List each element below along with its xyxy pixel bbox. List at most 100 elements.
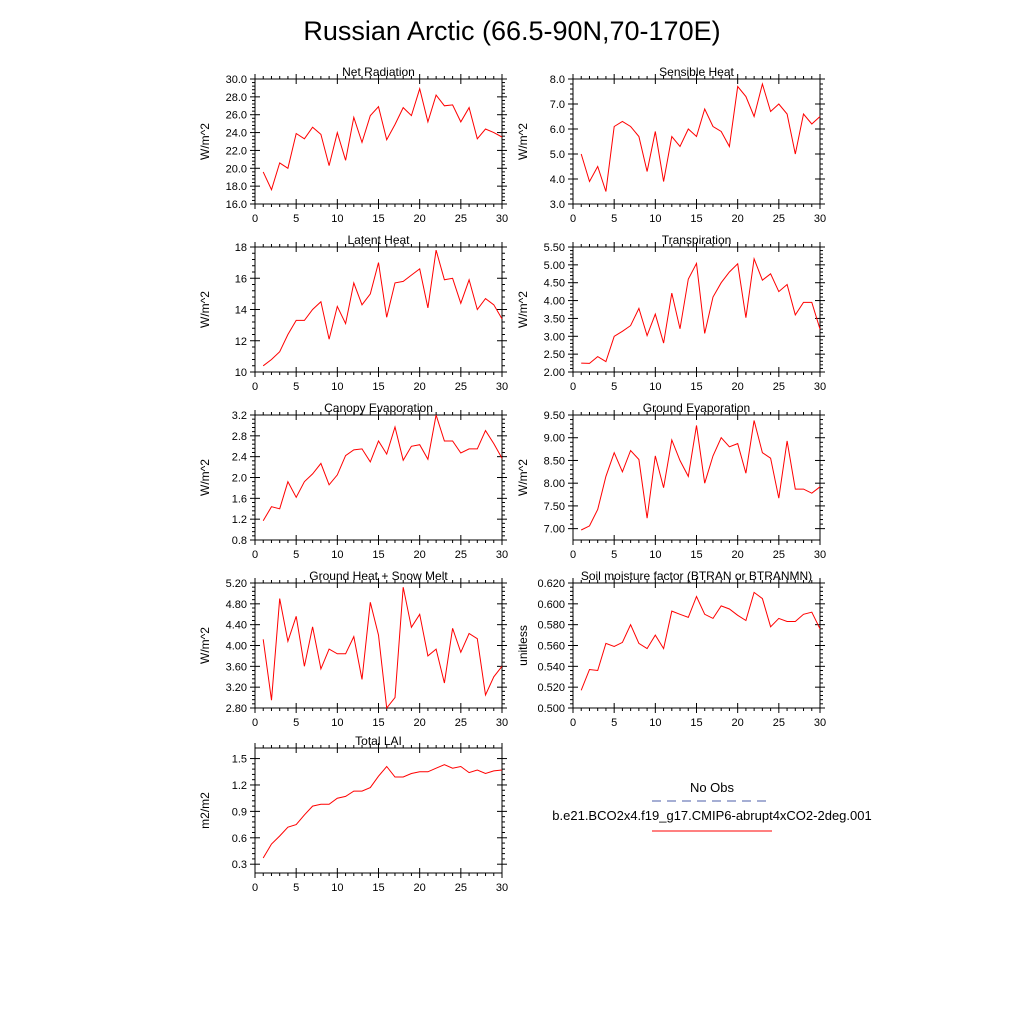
y-tick-label: 16.0 (226, 199, 247, 211)
x-tick-label: 15 (690, 381, 702, 393)
x-tick-label: 30 (496, 213, 508, 225)
x-tick-label: 0 (570, 381, 576, 393)
panel-title: Total LAI (355, 734, 402, 748)
x-tick-label: 30 (814, 381, 826, 393)
chart-panel: Canopy Evaporation W/m^2 0 5 10 15 20 25 30 0.8 1.… (198, 401, 508, 561)
x-tick-label: 30 (496, 717, 508, 729)
x-tick-label: 20 (732, 381, 744, 393)
legend-obs-label: No Obs (690, 780, 735, 795)
x-tick-label: 20 (732, 549, 744, 561)
figure-title: Russian Arctic (66.5-90N,70-170E) (303, 16, 720, 46)
x-tick-label: 0 (570, 717, 576, 729)
y-tick-label: 16 (235, 273, 247, 285)
y-tick-label: 30.0 (226, 74, 247, 86)
y-tick-label: 3.20 (226, 682, 247, 694)
x-tick-label: 10 (649, 213, 661, 225)
x-tick-label: 15 (690, 717, 702, 729)
y-tick-label: 3.2 (232, 410, 247, 422)
y-tick-label: 0.620 (537, 578, 565, 590)
x-tick-label: 25 (773, 213, 785, 225)
y-tick-label: 7.0 (550, 99, 565, 111)
y-tick-label: 3.50 (544, 313, 565, 325)
panel-title: Canopy Evaporation (324, 401, 433, 415)
y-tick-label: 8.50 (544, 455, 565, 467)
y-tick-label: 4.0 (550, 174, 565, 186)
y-tick-label: 0.560 (537, 641, 565, 653)
x-tick-label: 5 (293, 882, 299, 894)
y-tick-label: 0.500 (537, 703, 565, 715)
series-line (580, 420, 821, 531)
x-tick-label: 5 (611, 549, 617, 561)
y-axis-label: W/m^2 (198, 291, 212, 328)
x-tick-label: 30 (496, 882, 508, 894)
y-tick-label: 1.5 (232, 754, 247, 766)
series-line (262, 764, 503, 859)
x-tick-label: 30 (496, 549, 508, 561)
plot-frame (572, 78, 821, 205)
x-tick-label: 25 (773, 549, 785, 561)
y-tick-label: 0.600 (537, 599, 565, 611)
series-line (262, 249, 503, 367)
series-line (262, 587, 503, 710)
y-tick-label: 9.00 (544, 433, 565, 445)
y-tick-label: 18 (235, 242, 247, 254)
y-tick-label: 0.3 (232, 859, 247, 871)
x-tick-label: 10 (331, 381, 343, 393)
y-tick-label: 1.6 (232, 493, 247, 505)
y-tick-label: 3.0 (550, 199, 565, 211)
x-tick-label: 20 (414, 549, 426, 561)
x-tick-label: 15 (372, 213, 384, 225)
x-tick-label: 10 (649, 381, 661, 393)
plot-frame (572, 582, 821, 709)
y-tick-label: 12 (235, 336, 247, 348)
chart-panel: Sensible Heat W/m^2 0 5 10 15 20 25 30 3.0 4.0 5.0 6… (516, 65, 826, 225)
x-tick-label: 0 (252, 549, 258, 561)
y-axis-label: unitless (516, 625, 530, 666)
x-tick-label: 25 (455, 882, 467, 894)
y-tick-label: 6.0 (550, 124, 565, 136)
panel-title: Ground Evaporation (643, 401, 750, 415)
series-line (581, 256, 821, 364)
y-tick-label: 7.50 (544, 501, 565, 513)
plot-frame (254, 582, 503, 709)
x-tick-label: 25 (455, 213, 467, 225)
y-tick-label: 0.520 (537, 682, 565, 694)
y-tick-label: 26.0 (226, 110, 247, 122)
x-tick-label: 30 (814, 549, 826, 561)
y-tick-label: 5.0 (550, 149, 565, 161)
x-tick-label: 0 (252, 381, 258, 393)
x-tick-label: 5 (611, 381, 617, 393)
y-tick-label: 5.50 (544, 242, 565, 254)
panel-title: Soil moisture factor (BTRAN or BTRANMN) (581, 569, 812, 583)
y-tick-label: 28.0 (226, 92, 247, 104)
plot-frame (572, 414, 821, 541)
y-tick-label: 24.0 (226, 128, 247, 140)
legend: No Obs b.e21.BCO2x4.f19_g17.CMIP6-abrupt… (552, 780, 872, 832)
panel-title: Net Radiation (342, 65, 415, 79)
x-tick-label: 25 (455, 381, 467, 393)
x-tick-label: 20 (732, 717, 744, 729)
y-tick-label: 4.80 (226, 599, 247, 611)
y-tick-label: 22.0 (226, 145, 247, 157)
x-tick-label: 5 (293, 549, 299, 561)
plot-frame (254, 414, 503, 541)
y-tick-label: 3.60 (226, 661, 247, 673)
y-tick-label: 0.8 (232, 535, 247, 547)
y-tick-label: 7.00 (544, 524, 565, 536)
x-tick-label: 5 (611, 213, 617, 225)
y-tick-label: 4.40 (226, 620, 247, 632)
y-tick-label: 2.8 (232, 431, 247, 443)
plot-frame (254, 747, 503, 874)
y-tick-label: 1.2 (232, 514, 247, 526)
x-tick-label: 30 (496, 381, 508, 393)
series-line (262, 86, 503, 192)
y-axis-label: m2/m2 (198, 792, 212, 829)
y-tick-label: 0.540 (537, 661, 565, 673)
y-tick-label: 9.50 (544, 410, 565, 422)
x-tick-label: 5 (293, 717, 299, 729)
y-tick-label: 0.580 (537, 620, 565, 632)
y-tick-label: 2.50 (544, 349, 565, 361)
x-tick-label: 20 (414, 213, 426, 225)
x-tick-label: 20 (414, 381, 426, 393)
